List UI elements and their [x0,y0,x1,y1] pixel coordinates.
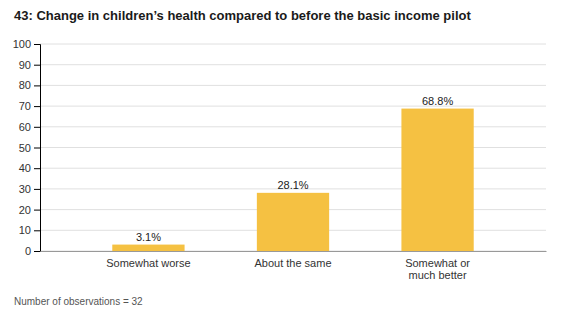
x-tick-label-line: much better [409,269,467,281]
y-tick: 60 [19,121,40,133]
y-tick-label: 10 [19,224,31,236]
x-tick-label-line: Somewhat worse [106,257,190,269]
y-tick-mark [34,127,40,128]
x-axis-line [41,251,547,252]
y-tick: 80 [19,79,40,91]
grid-line [40,85,546,86]
y-tick: 10 [19,224,40,236]
x-tick-label-line: About the same [254,257,331,269]
bar [401,109,473,251]
chart-svg: 43: Change in children’s health compared… [0,0,562,313]
grid-line [40,106,546,107]
data-label: 68.8% [422,95,453,107]
y-tick-mark [34,106,40,107]
y-tick-label: 70 [19,100,31,112]
bars [112,109,473,251]
bar [112,245,184,251]
y-tick-label: 20 [19,204,31,216]
y-tick-mark [34,251,40,252]
data-label: 28.1% [277,179,308,191]
y-tick: 0 [25,245,40,257]
y-tick-mark [34,65,40,66]
y-tick-mark [34,210,40,211]
y-tick-label: 0 [25,245,31,257]
grid [40,44,546,251]
x-tick: Somewhat worse [106,257,190,269]
y-axis: 0 10 20 30 40 50 60 70 80 90 100 [13,38,41,257]
footnote: Number of observations = 32 [14,296,143,307]
y-tick-mark [34,168,40,169]
x-tick: About the same [254,257,331,269]
x-tick: Somewhat ormuch better [405,257,470,282]
x-axis: Somewhat worse About the same Somewhat orm… [41,252,547,282]
y-tick-mark [34,148,40,149]
y-tick: 70 [19,100,40,112]
y-tick-label: 50 [19,142,31,154]
bar [257,193,329,251]
y-tick-mark [34,44,40,45]
y-tick-mark [34,230,40,231]
chart-container: 43: Change in children’s health compared… [0,0,562,313]
grid-line [40,44,546,45]
y-tick: 40 [19,162,40,174]
title: 43: Change in children’s health compared… [14,8,471,23]
y-tick-label: 90 [19,59,31,71]
y-tick: 90 [19,59,40,71]
data-labels: 3.1% 28.1% 68.8% [136,95,453,243]
y-tick: 20 [19,204,40,216]
data-label: 3.1% [136,231,161,243]
y-tick: 30 [19,183,40,195]
grid-line [40,64,546,65]
x-tick-label: Somewhat ormuch better [405,257,470,282]
y-tick-label: 80 [19,79,31,91]
y-tick-label: 100 [13,38,31,50]
x-tick-label-line: Somewhat or [405,257,470,269]
x-tick-label: About the same [254,257,331,269]
y-tick: 100 [13,38,40,50]
y-tick-label: 30 [19,183,31,195]
y-tick-mark [34,85,40,86]
y-tick: 50 [19,142,40,154]
y-tick-label: 60 [19,121,31,133]
y-tick-label: 40 [19,162,31,174]
y-tick-mark [34,189,40,190]
x-tick-label: Somewhat worse [106,257,190,269]
y-axis-line [34,45,41,252]
